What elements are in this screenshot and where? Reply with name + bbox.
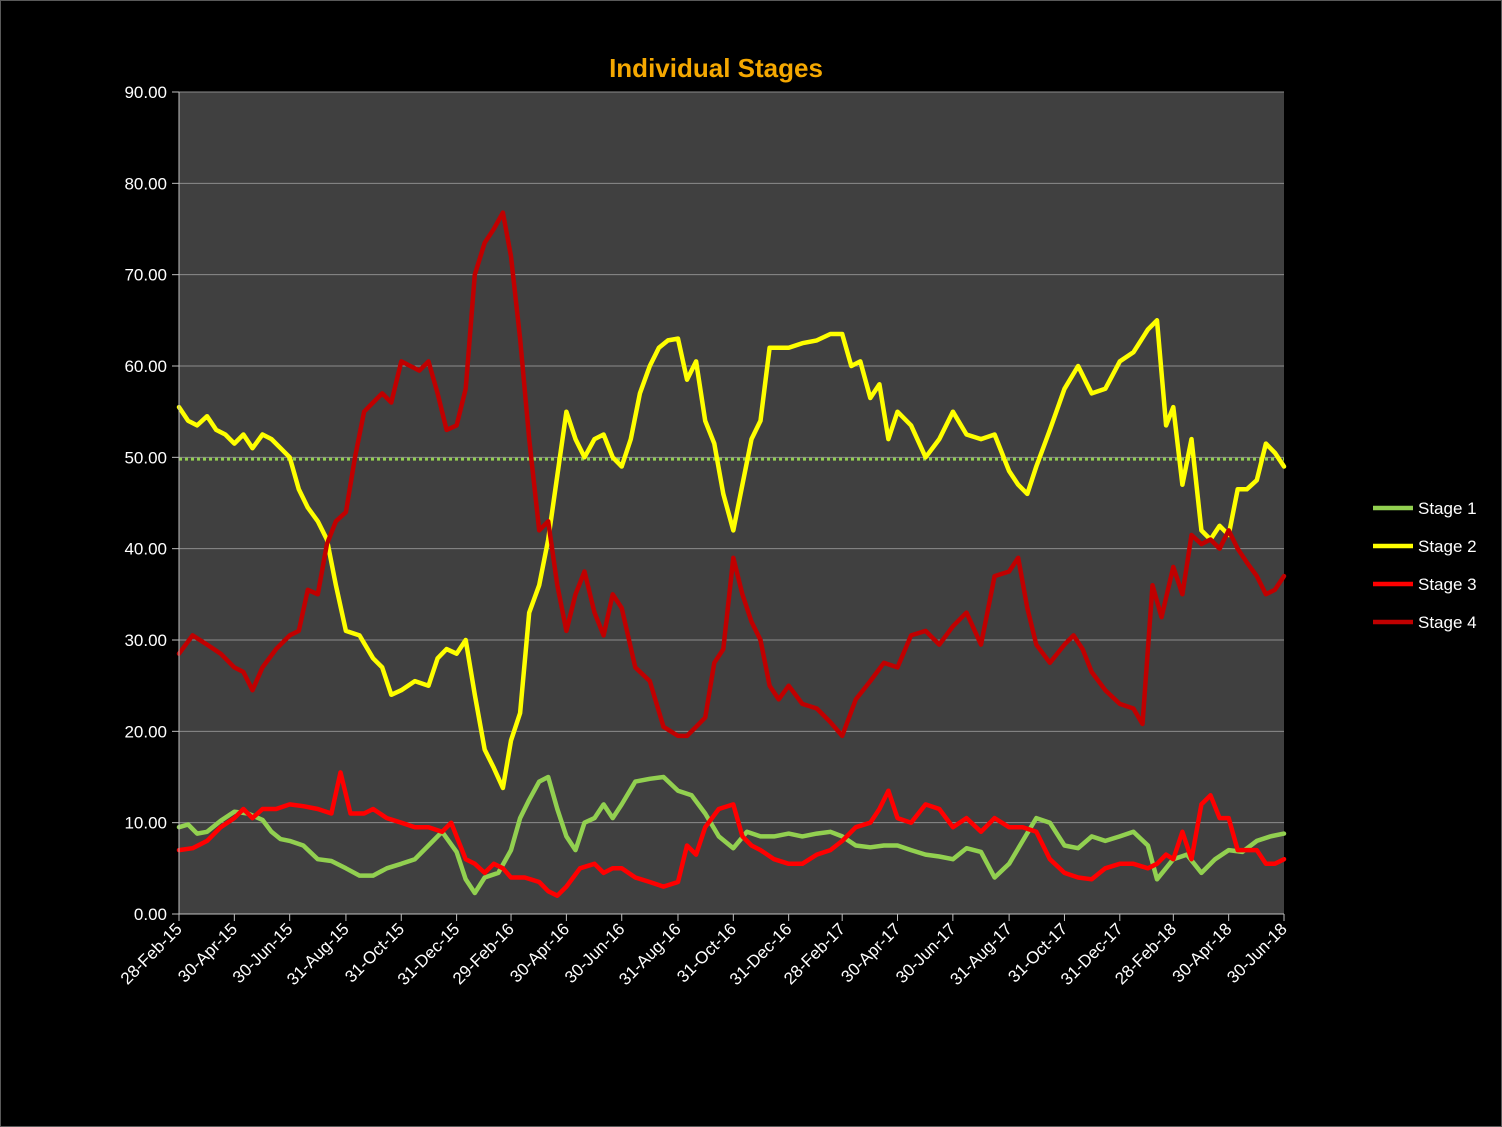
legend-label-stage-4: Stage 4	[1418, 613, 1477, 632]
x-tick-label: 28-Feb-15	[117, 919, 186, 988]
y-tick-label: 80.00	[124, 174, 167, 193]
plot-area	[179, 92, 1284, 914]
x-tick-label: 30-Jun-18	[1223, 919, 1291, 987]
y-tick-label: 50.00	[124, 448, 167, 467]
series-layer	[176, 210, 1287, 898]
chart-title: Individual Stages	[609, 53, 823, 83]
series-line-stage-3	[176, 770, 1287, 898]
legend-label-stage-1: Stage 1	[1418, 499, 1477, 518]
series-line-stage-1	[176, 774, 1287, 896]
y-tick-label: 60.00	[124, 357, 167, 376]
x-tick-label: 31-Aug-16	[615, 919, 685, 989]
x-tick-label: 31-Aug-17	[946, 919, 1016, 989]
series-line-stage-2	[176, 318, 1287, 791]
x-tick-label: 31-Aug-15	[283, 919, 353, 989]
y-tick-label: 30.00	[124, 631, 167, 650]
y-tick-label: 90.00	[124, 83, 167, 102]
legend-label-stage-2: Stage 2	[1418, 537, 1477, 556]
y-tick-label: 10.00	[124, 814, 167, 833]
series-line-stage-4	[176, 210, 1287, 739]
y-tick-label: 70.00	[124, 266, 167, 285]
legend-label-stage-3: Stage 3	[1418, 575, 1477, 594]
y-tick-label: 40.00	[124, 540, 167, 559]
y-tick-label: 20.00	[124, 722, 167, 741]
y-tick-label: 0.00	[134, 905, 167, 924]
legend: Stage 1 Stage 2 Stage 3 Stage 4	[1373, 499, 1477, 632]
